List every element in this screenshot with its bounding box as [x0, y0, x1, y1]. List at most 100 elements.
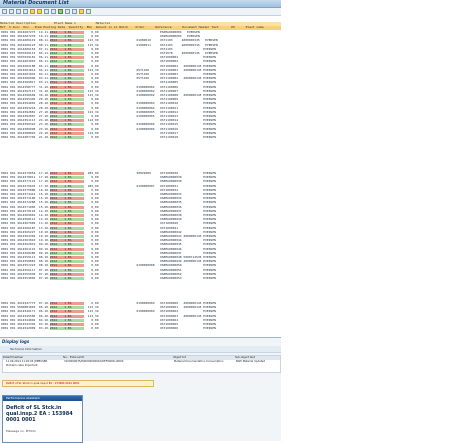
error-message-row[interactable]: Deficit of SL Stock in qual.insp.2 EA : …	[2, 380, 154, 387]
table-row[interactable]: 0001 001 4914601812 04.11.2014 1 EA 113,…	[0, 68, 281, 72]
quantity-highlight	[50, 136, 84, 140]
table-row[interactable]: 0001 001 4914547773 07.10.2014 1 EA 0,00…	[0, 301, 281, 306]
table-row[interactable]: 0001 001 5097029112 06.11.2014 1 EA 0,00…	[0, 51, 281, 56]
detail-icon[interactable]	[23, 9, 28, 14]
quantity-highlight	[50, 239, 84, 243]
table-row[interactable]: 0001 001 4914542009 03.10.2014 1 EA 0,00…	[0, 327, 281, 331]
layout-icon[interactable]	[72, 9, 77, 14]
table-row[interactable]: 0001 001 4914607278 10.11.2014 1 EA 0,00…	[0, 35, 281, 39]
col-subobject: Sub-object text	[235, 356, 280, 360]
application-toolbar	[0, 8, 281, 16]
table-row[interactable]: 0001 001 4914598777 31.10.2014 1 EA 0,00…	[0, 85, 281, 89]
sort-ascending-icon[interactable]	[30, 9, 35, 14]
export-icon[interactable]	[65, 9, 70, 14]
table-row[interactable]: 0001 001 4914545560 06.10.2014 1 EA 113,…	[0, 314, 281, 318]
table-row[interactable]: 0001 001 4914558881 08.10.2014 1 EA 0,00…	[0, 260, 281, 264]
table-row[interactable]: 0001 001 4914607273 19.11.2014 1 EA 0,00…	[0, 30, 281, 35]
table-row[interactable]: 0001 001 4914565227 10.10.2014 1 EA 0,00…	[0, 230, 281, 234]
table-row[interactable]: 0001 001 4914564302 10.10.2014 1 EA 0,00…	[0, 234, 281, 239]
row-text: 0001 001 4914572288 15.10.2014 1 EA 0,00…	[1, 200, 216, 205]
table-row[interactable]: 0001 001 4914578011 17.10.2014 1 EA 0,00…	[0, 176, 281, 180]
table-row[interactable]: 0001 001 4914579954 17.10.2014 1 EA 283,…	[0, 171, 281, 176]
table-row[interactable]: 0001 001 4914600990 03.11.2014 1 EA 0,00…	[0, 77, 281, 81]
quantity-highlight	[50, 127, 84, 131]
table-row[interactable]: 0001 001 4914569001 14.10.2014 1 EA 0,00…	[0, 213, 281, 218]
table-row[interactable]: 0001 001 5097029181 06.11.2014 1 EA 0,00…	[0, 56, 281, 60]
quantity-highlight	[50, 264, 84, 268]
table-row[interactable]: 0001 001 4914606153 07.11.2014 1 EA 0,00…	[0, 47, 281, 51]
table-row[interactable]: 0001 001 4914599817 03.11.2014 1 EA 0,00…	[0, 81, 281, 85]
table-row[interactable]: 0001 001 4914588810 22.10.2014 1 EA 114,…	[0, 131, 281, 135]
table-row[interactable]: 0001 001 4914543393 03.10.2014 1 EA 0,00…	[0, 322, 281, 327]
table-row[interactable]: 0001 001 4914559113 08.10.2014 1 EA 0,00…	[0, 255, 281, 260]
row-text: 0001 001 4914562019 09.10.2014 1 EA 0,00…	[1, 242, 216, 247]
table-row[interactable]: 0001 001 4914587702 21.10.2014 1 EA 0,00…	[0, 135, 281, 140]
quantity-highlight	[50, 193, 84, 197]
table-row[interactable]: 0001 001 4914570118 14.10.2014 1 EA 0,00…	[0, 209, 281, 213]
table-row[interactable]: 0001 001 4914603001 06.11.2014 1 EA 0,00…	[0, 59, 281, 64]
technical-info-button[interactable]: Technical Information	[10, 347, 43, 351]
table-row[interactable]: 0001 001 4914544802 04.10.2014 1 EA 0,00…	[0, 317, 281, 322]
table-row[interactable]: 0001 001 4914593218 28.10.2014 1 EA 0,00…	[0, 106, 281, 110]
table-row[interactable]: 0001 001 4914561115 09.10.2014 1 EA 0,00…	[0, 247, 281, 251]
row-text: 0001 001 4914571005 15.10.2014 1 EA 0,00…	[1, 204, 216, 209]
table-row[interactable]: 0001 001 4914575880 16.10.2014 1 EA 0,00…	[0, 188, 281, 192]
log-row-problem-class[interactable]: Problem class Important	[6, 364, 38, 367]
print-icon[interactable]	[58, 9, 63, 14]
table-row[interactable]: 0001 001 4914556117 07.10.2014 1 EA 0,00…	[0, 268, 281, 272]
table-row[interactable]: 0001 001 4914590310 23.10.2014 1 EA 0,00…	[0, 123, 281, 127]
quantity-highlight	[50, 123, 84, 127]
table-row[interactable]: 0001 001 4914566187 13.10.2014 1 EA 0,00…	[0, 226, 281, 230]
quantity-highlight	[50, 218, 84, 222]
table-row[interactable]: 0001 001 4914576643 17.10.2014 1 EA 283,…	[0, 184, 281, 188]
table-row[interactable]: 0001 001 4914594001 28.10.2014 1 EA 0,00…	[0, 102, 281, 106]
quantity-highlight	[50, 226, 84, 230]
table-row[interactable]: 0001 001 4914606123 08.11.2014 1 EA 113,…	[0, 43, 281, 47]
table-row[interactable]: 0001 001 4914606119 08.11.2014 1 EA 113,…	[0, 39, 281, 43]
table-row[interactable]: 0001 001 4914577121 17.10.2014 1 EA 0,00…	[0, 180, 281, 184]
table-row[interactable]: 0001 001 4914563010 10.10.2014 1 EA 0,00…	[0, 239, 281, 243]
table-row[interactable]: 0001 001 4914595440 29.10.2014 1 EA 0,00…	[0, 98, 281, 102]
table-row[interactable]: 0001 001 4914601044 04.11.2014 1 EA 0,00…	[0, 72, 281, 77]
row-text: 0001 001 4914544802 04.10.2014 1 EA 0,00…	[1, 317, 216, 322]
table-row[interactable]: 0001 001 4914546171 06.10.2014 1 EA 113,…	[0, 310, 281, 314]
quantity-highlight	[50, 64, 84, 68]
table-row[interactable]: 0001 001 4914562019 09.10.2014 1 EA 0,00…	[0, 242, 281, 247]
quantity-highlight	[50, 180, 84, 184]
table-row[interactable]: 0001 001 5000081003 06.10.2014 1 EA 113,…	[0, 306, 281, 310]
quantity-highlight	[50, 60, 84, 64]
quantity-highlight	[50, 43, 84, 47]
log-row-object: Material Documentation Consumption	[174, 360, 224, 363]
log-row-id: 3100000035/000000000010/DEFI0001LI0000	[64, 360, 124, 363]
table-row[interactable]: 0001 001 4914592007 27.10.2014 1 EA 0,00…	[0, 114, 281, 119]
row-text: 0001 001 4914568112 14.10.2014 1 EA 0,00…	[1, 217, 216, 222]
refresh-icon[interactable]	[9, 9, 14, 14]
quantity-highlight	[50, 306, 84, 310]
table-row[interactable]: 0001 001 4914596609 30.10.2014 1 EA 113,…	[0, 93, 281, 98]
table-row[interactable]: 0001 001 4914574412 16.10.2014 1 EA 0,00…	[0, 192, 281, 197]
table-row[interactable]: 0001 001 4914602188 05.11.2014 1 EA 0,00…	[0, 64, 281, 68]
row-text: 0001 001 4914603001 06.11.2014 1 EA 0,00…	[1, 59, 216, 64]
sum-icon[interactable]	[51, 9, 56, 14]
select-icon[interactable]	[16, 9, 21, 14]
table-row[interactable]: 0001 001 4914591113 24.10.2014 1 EA 114,…	[0, 119, 281, 123]
table-row[interactable]: 0001 001 4914571005 15.10.2014 1 EA 0,00…	[0, 204, 281, 209]
table-row[interactable]: 0001 001 4914589998 23.10.2014 1 EA 0,00…	[0, 127, 281, 131]
filter-icon[interactable]	[44, 9, 49, 14]
table-row[interactable]: 0001 001 4914597117 31.10.2014 1 EA 113,…	[0, 89, 281, 93]
table-row[interactable]: 0001 001 4914560280 09.10.2014 1 EA 0,00…	[0, 251, 281, 255]
table-row[interactable]: 0001 001 4914573100 15.10.2014 1 EA 0,00…	[0, 197, 281, 201]
table-row[interactable]: 0001 001 4914557223 08.10.2014 1 EA 0,00…	[0, 264, 281, 268]
table-row[interactable]: 0001 001 4914572288 15.10.2014 1 EA 0,00…	[0, 200, 281, 205]
save-layout-icon[interactable]	[79, 9, 84, 14]
table-row[interactable]: 0001 001 4914568112 14.10.2014 1 EA 0,00…	[0, 217, 281, 222]
info-icon[interactable]	[86, 9, 91, 14]
table-row[interactable]: 0001 001 4914592881 27.10.2014 1 EA 113,…	[0, 110, 281, 114]
back-icon[interactable]	[2, 9, 7, 14]
display-logs-panel: Display logs Technical Information Date/…	[0, 337, 281, 443]
table-row[interactable]: 0001 001 4914567009 13.10.2014 1 EA 0,00…	[0, 222, 281, 226]
log-row-date[interactable]: 11.09.2014 11:20:03 JDEBUSER	[6, 360, 48, 363]
sort-descending-icon[interactable]	[37, 9, 42, 14]
table-row[interactable]: 0001 001 4914554002 07.10.2014 1 EA 0,00…	[0, 276, 281, 281]
table-row[interactable]: 0001 001 4914555030 07.10.2014 1 EA 0,00…	[0, 272, 281, 276]
